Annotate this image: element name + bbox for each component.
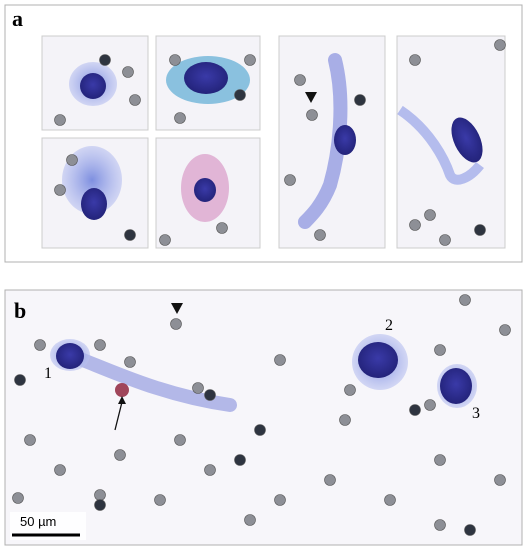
red-cell — [254, 424, 266, 436]
nucleus — [184, 62, 228, 94]
red-cells — [12, 39, 511, 536]
red-cell — [54, 184, 66, 196]
arrowhead — [171, 303, 183, 314]
nucleus — [81, 188, 107, 220]
red-cell — [354, 94, 366, 106]
nucleus — [440, 368, 472, 404]
cytoplasm — [62, 146, 122, 214]
red-cell — [174, 434, 186, 446]
arrow — [114, 401, 123, 431]
cells-a — [62, 53, 484, 229]
red-cell — [294, 74, 306, 86]
arrowhead — [305, 92, 317, 103]
red-cell — [94, 489, 106, 501]
red-cell — [384, 494, 396, 506]
red-cell — [274, 494, 286, 506]
red-cell — [424, 209, 436, 221]
red-cell — [54, 114, 66, 126]
red-cell — [169, 54, 181, 66]
red-cell — [94, 499, 106, 511]
red-cell — [274, 354, 286, 366]
red-cell — [124, 356, 136, 368]
red-cell — [34, 339, 46, 351]
red-cell — [434, 519, 446, 531]
red-cell — [494, 474, 506, 486]
red-cell — [129, 94, 141, 106]
red-cell — [99, 54, 111, 66]
red-cell — [192, 382, 204, 394]
red-cell — [174, 112, 186, 124]
cells-b — [50, 303, 477, 431]
cell-label: 2 — [385, 317, 393, 334]
nucleus — [451, 117, 483, 163]
red-cell — [170, 318, 182, 330]
red-cell — [339, 414, 351, 426]
arrow-head — [118, 396, 126, 404]
red-cell — [114, 449, 126, 461]
red-cell — [216, 222, 228, 234]
red-cell — [424, 399, 436, 411]
nucleus — [194, 178, 216, 202]
nucleus — [80, 73, 106, 99]
red-cell — [204, 464, 216, 476]
red-cell — [459, 294, 471, 306]
red-cell — [439, 234, 451, 246]
cell-label: 3 — [472, 405, 480, 422]
red-cell — [244, 54, 256, 66]
platelet — [115, 383, 129, 397]
panel-b-frame — [4, 289, 523, 546]
panel-label: b — [14, 298, 26, 323]
red-cell — [124, 229, 136, 241]
nucleus — [56, 343, 84, 369]
red-cell — [14, 374, 26, 386]
red-cell — [94, 339, 106, 351]
red-cell — [122, 66, 134, 78]
red-cell — [464, 524, 476, 536]
red-cell — [154, 494, 166, 506]
red-cell — [244, 514, 256, 526]
red-cell — [66, 154, 78, 166]
nucleus — [334, 125, 356, 155]
red-cell — [12, 492, 24, 504]
panel-label: a — [12, 6, 23, 31]
red-cell — [234, 89, 246, 101]
red-cell — [344, 384, 356, 396]
red-cell — [409, 219, 421, 231]
red-cell — [159, 234, 171, 246]
red-cell — [306, 109, 318, 121]
red-cell — [434, 454, 446, 466]
red-cell — [24, 434, 36, 446]
tile — [396, 35, 506, 249]
red-cell — [494, 39, 506, 51]
red-cell — [409, 54, 421, 66]
red-cell — [234, 454, 246, 466]
red-cell — [314, 229, 326, 241]
cytoplasm-tail — [397, 105, 484, 185]
red-cell — [434, 344, 446, 356]
red-cell — [204, 389, 216, 401]
red-cell — [54, 464, 66, 476]
nucleus — [358, 342, 398, 378]
red-cell — [324, 474, 336, 486]
red-cell — [474, 224, 486, 236]
red-cell — [499, 324, 511, 336]
red-cell — [409, 404, 421, 416]
scale-bar-label: 50 µm — [20, 514, 56, 529]
cell-label: 1 — [44, 365, 52, 382]
red-cell — [284, 174, 296, 186]
cytoplasm-tail — [298, 53, 348, 229]
